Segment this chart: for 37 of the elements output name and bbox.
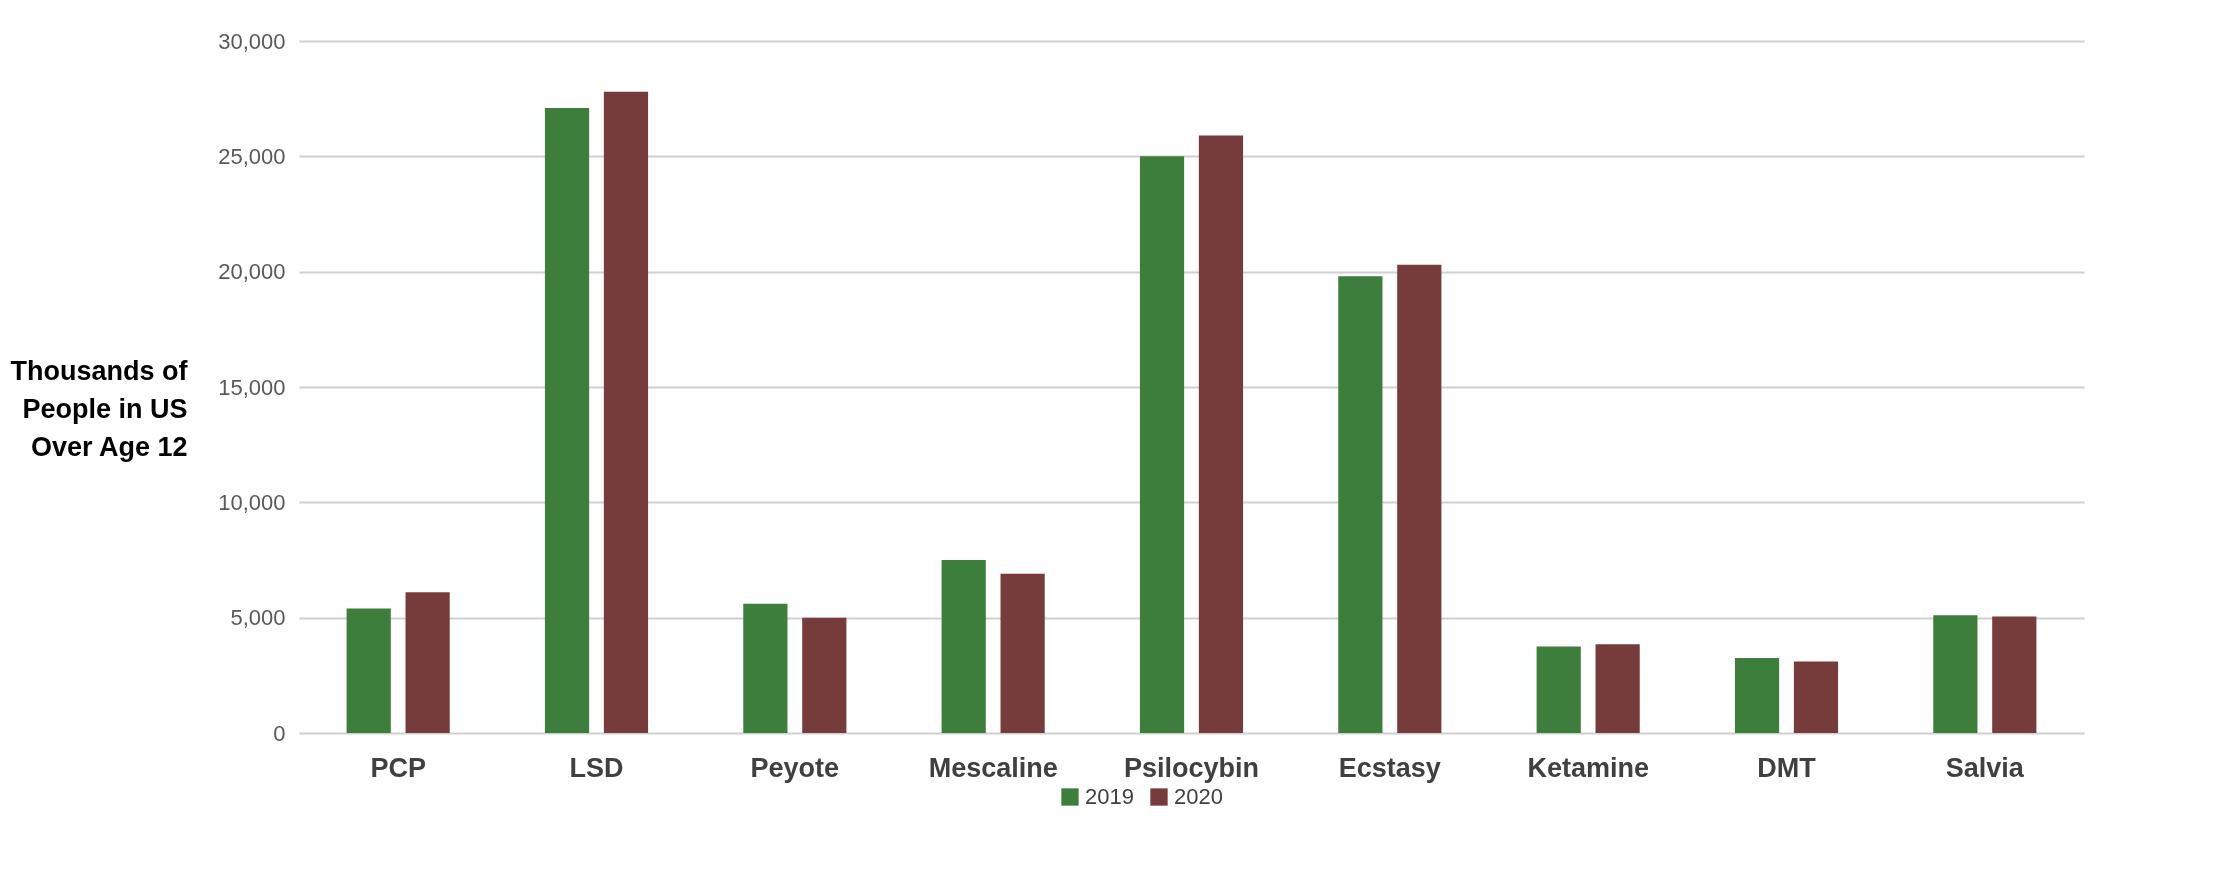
bar	[802, 617, 847, 733]
y-tick-label: 25,000	[218, 143, 286, 169]
x-tick-label: DMT	[1757, 752, 1817, 783]
y-tick-label: 10,000	[218, 489, 286, 515]
x-tick-label: Salvia	[1945, 752, 2025, 783]
legend-label: 2019	[1085, 784, 1134, 809]
x-tick-label: LSD	[569, 752, 624, 783]
y-tick-label: 20,000	[218, 259, 286, 285]
x-tick-label: Psilocybin	[1123, 752, 1260, 783]
bar	[603, 91, 649, 733]
bar	[1595, 644, 1640, 733]
bar	[1933, 615, 1978, 733]
bar	[405, 592, 450, 733]
bar	[1198, 135, 1244, 733]
bar	[1793, 661, 1839, 733]
x-tick-label: Peyote	[750, 752, 840, 783]
x-tick-label: Ketamine	[1527, 752, 1649, 783]
bar	[1992, 616, 2037, 733]
x-tick-label: PCP	[370, 752, 426, 783]
y-axis-title: Thousands of People in US Over Age 12	[10, 355, 189, 462]
bar	[1734, 658, 1780, 733]
y-tick-label: 5,000	[230, 605, 286, 631]
bar	[346, 608, 391, 733]
bar	[1536, 646, 1581, 733]
bar	[544, 107, 590, 733]
bar	[1139, 156, 1185, 733]
y-tick-label: 15,000	[218, 374, 286, 400]
y-tick-label: 0	[273, 720, 286, 746]
bar	[941, 560, 986, 733]
bar	[1000, 573, 1045, 733]
bar	[1338, 276, 1383, 733]
bar	[743, 603, 788, 733]
bar	[1397, 264, 1442, 733]
y-tick-label: 30,000	[218, 28, 286, 54]
legend-label: 2020	[1174, 784, 1223, 809]
x-tick-label: Mescaline	[928, 752, 1058, 783]
x-tick-label: Ecstasy	[1338, 752, 1441, 783]
